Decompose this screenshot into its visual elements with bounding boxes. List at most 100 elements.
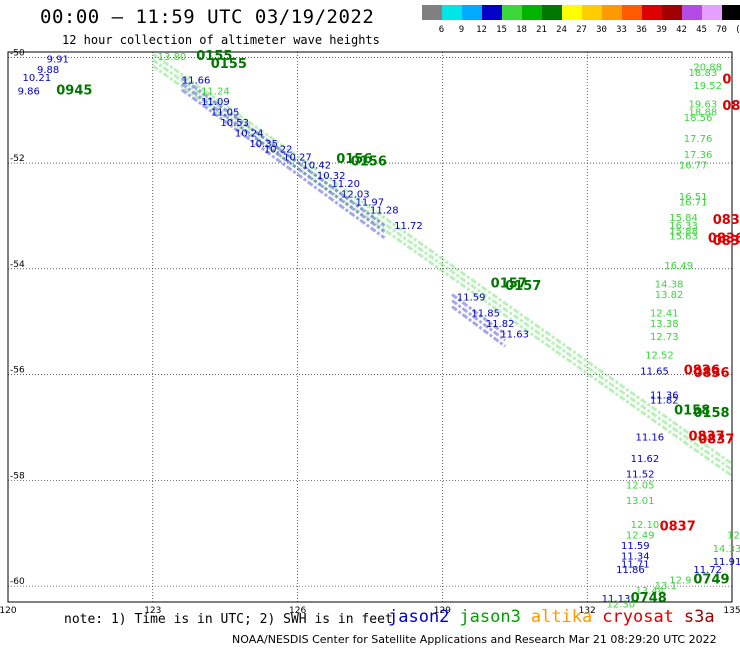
swh-label: 19.52: [693, 81, 722, 92]
pass-time-label: 0749: [693, 572, 729, 587]
swh-label: 11.63: [500, 330, 529, 341]
lat-tick-label: -58: [10, 471, 25, 481]
swh-label: 17.76: [684, 134, 713, 145]
track-band: [151, 52, 733, 466]
scale-swatch: [702, 5, 722, 20]
scale-swatch: [522, 5, 542, 20]
pass-time-label: 0155: [211, 57, 247, 72]
swh-label: 20.88: [693, 63, 722, 74]
scale-label: 24: [556, 25, 567, 35]
swh-label: 11.66: [182, 76, 211, 87]
scale-swatch: [442, 5, 462, 20]
swh-label: 12.73: [650, 332, 679, 343]
track-band: [151, 64, 733, 478]
swh-label: 9.86: [18, 86, 40, 97]
footer-note: note: 1) Time is in UTC; 2) SWH is in fe…: [64, 612, 393, 627]
satellite-legend-item: s3a: [683, 607, 715, 627]
scale-label: 21: [536, 25, 547, 35]
swh-label: 11.82: [486, 319, 515, 330]
pass-time-label: 0155: [196, 49, 232, 64]
map-title: 00:00 – 11:59 UTC 03/19/2022: [40, 6, 375, 28]
pass-time-label: 0835: [713, 213, 740, 228]
lon-tick-label: 126: [289, 606, 306, 616]
swh-label: 12.05: [626, 480, 655, 491]
swh-label: 13.1: [655, 581, 677, 592]
swh-label: 18.83: [689, 68, 718, 79]
swh-label: 11.65: [640, 367, 669, 378]
swh-label: 13.44: [635, 586, 664, 597]
lon-tick-label: 132: [579, 606, 596, 616]
scale-swatch: [682, 5, 702, 20]
scale-label: 12: [476, 25, 487, 35]
swh-label: 9.88: [37, 65, 59, 76]
scale-label: 18: [516, 25, 527, 35]
swh-label: 11.16: [635, 433, 664, 444]
pass-time-label: 0836: [713, 234, 740, 249]
pass-time-label: 0836: [693, 366, 729, 381]
swh-label: 11.59: [621, 541, 650, 552]
swh-label: 11.71: [621, 560, 650, 571]
scale-label: 6: [438, 25, 445, 35]
pass-time-label: 0837: [698, 432, 734, 447]
swh-label: 11.13: [602, 594, 631, 605]
footer-credit: NOAA/NESDIS Center for Satellite Applica…: [232, 633, 717, 646]
lat-tick-label: -52: [10, 154, 25, 164]
swh-label: 14.33: [713, 544, 740, 555]
swh-label: 11.28: [370, 205, 399, 216]
swh-label: 15.88: [669, 226, 698, 237]
lon-tick-label: 129: [434, 606, 451, 616]
swh-label: 11.97: [356, 197, 385, 208]
lat-tick-label: -50: [10, 48, 25, 58]
swh-label: 11.62: [631, 454, 660, 465]
swh-label: 11.85: [471, 308, 500, 319]
swh-label: 10.22: [264, 144, 293, 155]
pass-time-label: 0836: [708, 231, 740, 246]
swh-label: 13.82: [655, 290, 684, 301]
swh-label: 18.88: [689, 107, 718, 118]
scale-label: 15: [496, 25, 507, 35]
swh-label: 13.38: [650, 319, 679, 330]
swh-label: 18.56: [684, 113, 713, 124]
scale-label: 39: [656, 25, 667, 35]
track-band: [451, 299, 507, 342]
pass-time-label: 0157: [491, 276, 527, 291]
swh-label: 13.01: [626, 496, 655, 507]
scale-swatch: [482, 5, 502, 20]
pass-time-label: 0748: [631, 591, 667, 606]
scale-label: 9: [458, 25, 465, 35]
map-frame: [7, 51, 733, 603]
swh-label: 11.05: [211, 107, 240, 118]
track-band: [180, 76, 386, 228]
lon-tick-label: 120: [0, 606, 17, 616]
track-band: [180, 88, 386, 240]
swh-label: 11.86: [616, 565, 645, 576]
swh-label: 10.24: [235, 129, 264, 140]
scale-label: 45: [696, 25, 707, 35]
swh-label: 12.49: [626, 531, 655, 542]
lat-tick-label: -56: [10, 366, 25, 376]
scale-swatch: [602, 5, 622, 20]
track-band: [180, 82, 386, 234]
swh-label: 17.36: [684, 150, 713, 161]
scale-swatch: [642, 5, 662, 20]
swh-label: 12.9: [669, 575, 691, 586]
swh-label: 10.27: [283, 152, 312, 163]
pass-time-label: 0158: [674, 403, 710, 418]
swh-label: 9.91: [47, 55, 69, 66]
swh-label: 16.71: [679, 197, 708, 208]
swh-label: 12.41: [650, 308, 679, 319]
swh-label: 11.82: [650, 396, 679, 407]
scale-label: 70: [716, 25, 727, 35]
scale-swatch: [502, 5, 522, 20]
scale-swatch: [582, 5, 602, 20]
pass-time-label: 0: [722, 73, 731, 88]
swh-label: 12.30: [607, 599, 636, 610]
track-band: [451, 293, 507, 336]
pass-time-label: 0837: [660, 520, 696, 535]
scale-swatch: [622, 5, 642, 20]
swh-label: 11.34: [621, 552, 650, 563]
lat-tick-label: -60: [10, 577, 25, 587]
pass-time-label: 08: [722, 99, 740, 114]
satellite-legend-item: jason2: [388, 607, 450, 627]
swh-label: 15.84: [669, 213, 698, 224]
